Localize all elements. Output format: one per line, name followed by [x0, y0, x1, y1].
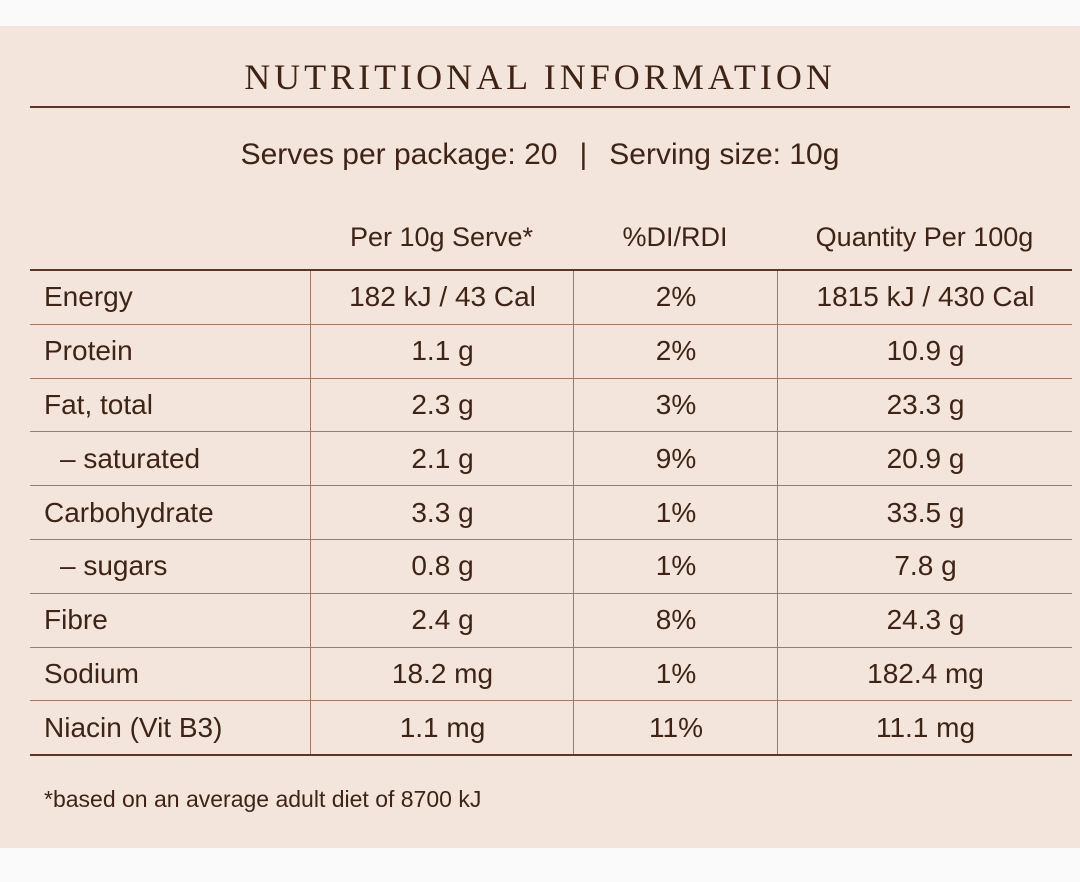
- table-row: Fat, total 2.3 g 3% 23.3 g: [30, 378, 1073, 433]
- nutrient-name: Fibre: [44, 604, 108, 636]
- serving-separator: |: [579, 138, 588, 171]
- per-100g-value: 1815 kJ / 430 Cal: [777, 271, 1073, 324]
- table-header: Per 10g Serve* %DI/RDI Quantity Per 100g: [30, 216, 1072, 271]
- nutrition-table: Per 10g Serve* %DI/RDI Quantity Per 100g…: [30, 216, 1073, 757]
- per-100g-value: 182.4 mg: [777, 647, 1073, 701]
- di-value: 8%: [573, 593, 778, 647]
- table-row: Energy 182 kJ / 43 Cal 2% 1815 kJ / 430 …: [30, 271, 1072, 325]
- per-100g-value: 10.9 g: [777, 324, 1073, 378]
- di-value: 11%: [573, 701, 778, 755]
- serving-info: Serves per package: 20 | Serving size: 10g: [0, 138, 1080, 172]
- per-serve-value: 2.3 g: [310, 378, 574, 432]
- nutrient-name: Niacin (Vit B3): [44, 711, 223, 743]
- per-serve-value: 1.1 mg: [310, 701, 574, 755]
- table-row: – sugars 0.8 g 1% 7.8 g: [30, 539, 1073, 594]
- table-row: – saturated 2.1 g 9% 20.9 g: [30, 432, 1073, 487]
- per-serve-value: 1.1 g: [310, 324, 574, 378]
- per-serve-value: 18.2 mg: [310, 647, 574, 701]
- table-row: Sodium 18.2 mg 1% 182.4 mg: [30, 647, 1073, 702]
- di-value: 9%: [573, 432, 778, 486]
- per-100g-value: 33.5 g: [777, 486, 1073, 539]
- footnote: *based on an average adult diet of 8700 …: [44, 786, 482, 812]
- per-100g-value: 11.1 mg: [777, 701, 1073, 755]
- column-header-per-serve: Per 10g Serve*: [349, 222, 534, 252]
- column-header-di-rdi: %DI/RDI: [622, 222, 728, 252]
- page-title: NUTRITIONAL INFORMATION: [244, 57, 836, 97]
- per-serve-value: 182 kJ / 43 Cal: [310, 271, 574, 324]
- nutrient-name: – saturated: [60, 442, 201, 474]
- di-value: 1%: [573, 486, 778, 539]
- per-100g-value: 7.8 g: [777, 539, 1073, 593]
- serving-size: Serving size: 10g: [609, 138, 840, 171]
- per-100g-value: 20.9 g: [777, 432, 1073, 486]
- per-100g-value: 23.3 g: [777, 378, 1073, 432]
- nutrient-name: Energy: [44, 281, 133, 313]
- nutrient-name: Sodium: [44, 657, 139, 689]
- nutrition-panel: NUTRITIONAL INFORMATION Serves per packa…: [0, 26, 1080, 848]
- per-serve-value: 0.8 g: [310, 539, 574, 593]
- servings-per-package: Serves per package: 20: [240, 138, 558, 171]
- title-divider: [30, 106, 1070, 108]
- nutrient-name: Fat, total: [44, 388, 153, 420]
- di-value: 2%: [573, 271, 778, 324]
- di-value: 1%: [573, 539, 778, 593]
- table-row: Carbohydrate 3.3 g 1% 33.5 g: [30, 486, 1072, 540]
- di-value: 3%: [573, 378, 778, 432]
- nutrient-name: – sugars: [60, 550, 168, 582]
- table-row: Fibre 2.4 g 8% 24.3 g: [30, 593, 1073, 648]
- nutrient-name: Carbohydrate: [44, 496, 214, 528]
- per-serve-value: 2.4 g: [310, 593, 574, 647]
- table-row: Protein 1.1 g 2% 10.9 g: [30, 324, 1073, 379]
- column-header-per-100g: Quantity Per 100g: [815, 222, 1034, 252]
- di-value: 1%: [573, 647, 778, 701]
- per-100g-value: 24.3 g: [777, 593, 1073, 647]
- per-serve-value: 2.1 g: [310, 432, 574, 486]
- di-value: 2%: [573, 324, 778, 378]
- per-serve-value: 3.3 g: [310, 486, 574, 539]
- nutrient-name: Protein: [44, 335, 133, 367]
- table-row: Niacin (Vit B3) 1.1 mg 11% 11.1 mg: [30, 701, 1073, 757]
